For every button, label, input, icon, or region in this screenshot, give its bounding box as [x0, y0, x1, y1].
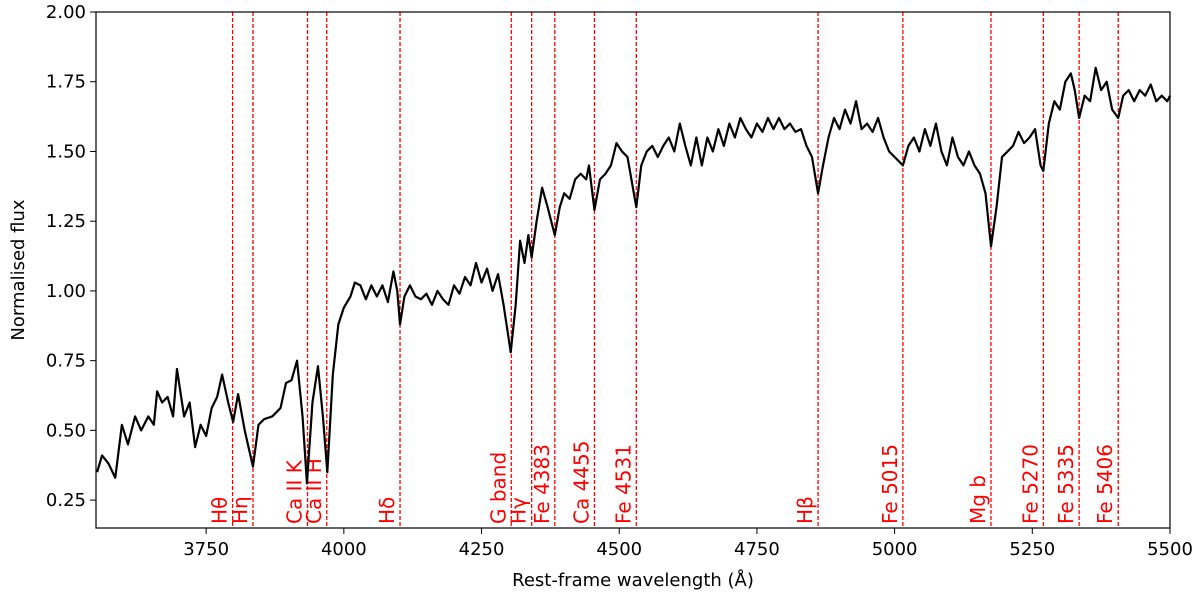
x-tick-label: 4000 [321, 539, 367, 560]
feature-label: Hδ [375, 497, 399, 524]
feature-label: Hθ [208, 497, 232, 524]
x-tick-label: 5250 [1009, 539, 1055, 560]
feature-label: Hη [228, 496, 252, 524]
x-tick-label: 5000 [872, 539, 918, 560]
y-tick-label: 1.25 [46, 211, 86, 232]
feature-label: Fe 5335 [1054, 444, 1078, 524]
feature-label: Fe 5015 [878, 444, 902, 524]
feature-label: G band [486, 452, 510, 524]
x-tick-label: 4750 [734, 539, 780, 560]
feature-label: Hβ [793, 496, 817, 524]
y-axis-label: Normalised flux [8, 199, 29, 340]
y-tick-label: 2.00 [46, 2, 86, 23]
x-axis-label: Rest-frame wavelength (Å) [512, 569, 754, 591]
feature-label: Fe 4383 [530, 444, 554, 524]
y-tick-label: 0.50 [46, 420, 86, 441]
feature-label: Ca 4455 [569, 441, 593, 524]
y-tick-label: 1.75 [46, 72, 86, 93]
y-tick-label: 1.50 [46, 141, 86, 162]
feature-label: Mg b [966, 475, 990, 524]
plot-frame [95, 11, 1171, 529]
x-tick-label: 3750 [183, 539, 229, 560]
x-tick-label: 5500 [1147, 539, 1193, 560]
feature-label: Fe 5406 [1093, 444, 1117, 524]
y-tick-label: 1.00 [46, 281, 86, 302]
feature-label: Fe 5270 [1018, 444, 1042, 524]
y-tick-label: 0.75 [46, 351, 86, 372]
feature-label: Fe 4531 [611, 444, 635, 524]
spectrum-line [96, 66, 1171, 485]
feature-label: Ca II K [282, 459, 306, 524]
feature-label: Hγ [507, 497, 531, 524]
y-tick-label: 0.25 [46, 490, 86, 511]
x-tick-label: 4250 [459, 539, 505, 560]
x-tick-label: 4500 [596, 539, 642, 560]
